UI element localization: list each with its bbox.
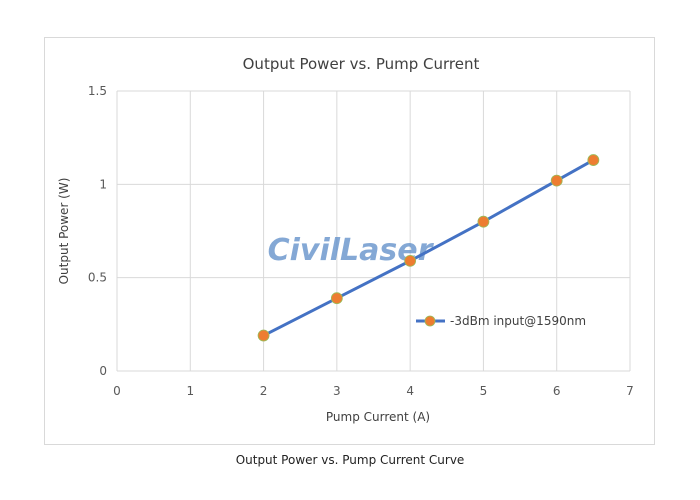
data-point [257,329,270,342]
chart-frame [44,37,655,445]
y-tick-label: 0 [99,364,107,378]
x-tick-label: 1 [186,384,194,398]
x-tick-label: 5 [480,384,488,398]
figure-caption: Output Power vs. Pump Current Curve [235,453,465,467]
legend-marker [424,315,436,327]
x-tick-label: 4 [406,384,414,398]
data-point [587,154,600,166]
data-point [330,292,343,305]
data-point [404,254,417,267]
series-line [262,158,595,337]
y-tick-label: 1.5 [88,84,107,98]
x-tick-label: 3 [333,384,341,398]
y-tick-label: 0.5 [88,271,107,285]
x-tick-label: 2 [260,384,268,398]
legend-label: -3dBm input@1590nm [450,314,586,328]
data-point [550,174,563,187]
y-tick-label: 1 [99,177,107,191]
x-tick-label: 0 [113,384,121,398]
data-point [477,215,490,228]
x-tick-label: 7 [626,384,634,398]
chart-title: Output Power vs. Pump Current [243,55,480,73]
x-axis-label: Pump Current (A) [326,410,430,424]
x-tick-label: 6 [553,384,561,398]
y-axis-label: Output Power (W) [57,178,71,285]
legend: -3dBm input@1590nm [416,314,586,328]
